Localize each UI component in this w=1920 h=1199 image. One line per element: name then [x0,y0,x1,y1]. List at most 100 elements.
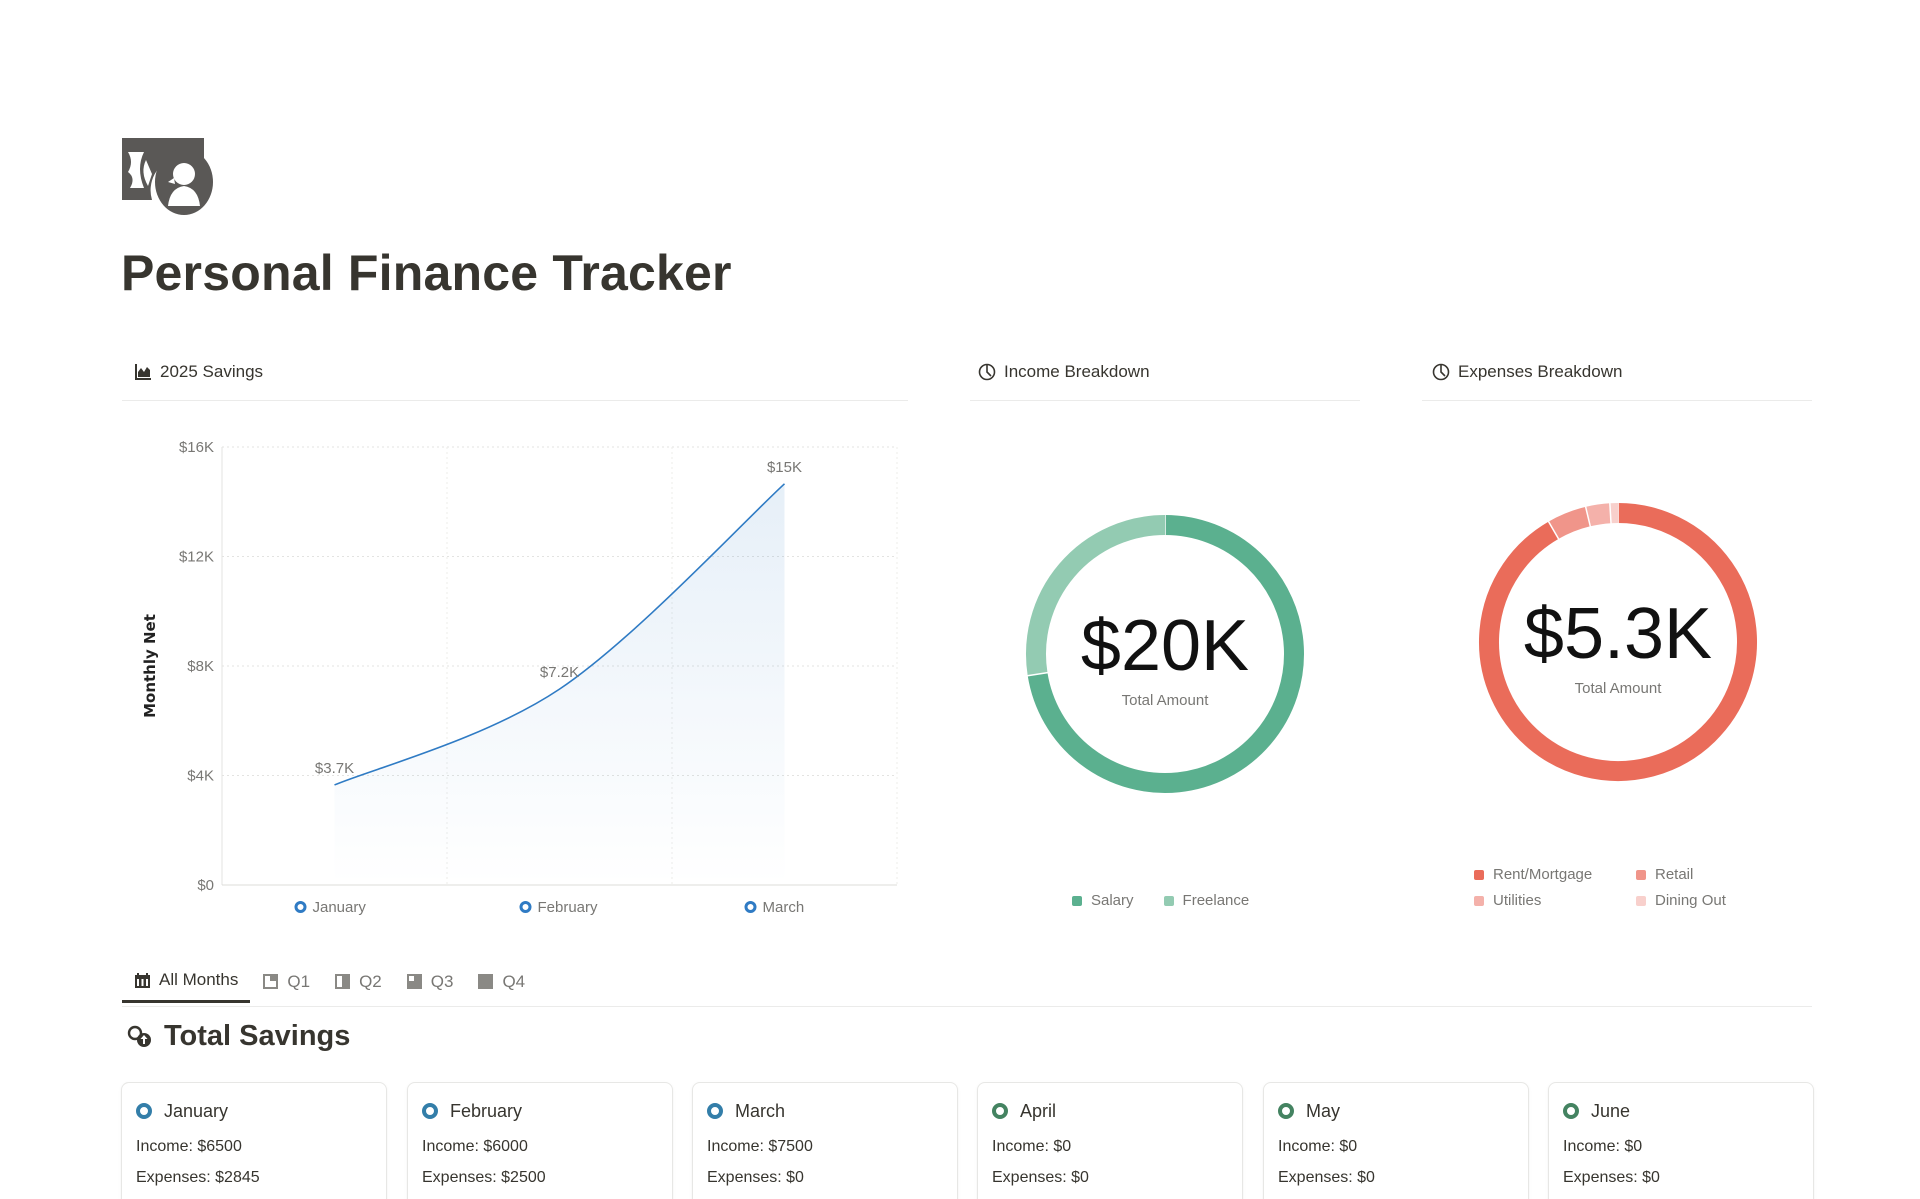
legend-label: Salary [1091,892,1134,909]
legend-item-rent-mortgage[interactable]: Rent/Mortgage [1474,866,1636,883]
legend-label: Dining Out [1655,892,1726,909]
x-tick-label: March [763,899,805,916]
expenses-total-label: Total Amount [1574,680,1662,697]
tab-q4[interactable]: Q4 [465,966,537,1003]
legend-swatch [1636,869,1646,880]
quarter-2-icon [335,974,351,989]
x-tick-label: February [538,899,599,916]
legend-item-dining-out[interactable]: Dining Out [1636,892,1786,909]
card-month: April [1020,1100,1057,1121]
tab-label: Q2 [359,971,382,991]
card-month: June [1591,1100,1631,1121]
legend-swatch [1072,895,1082,906]
card-expenses: Expenses: $0 [992,1169,1089,1186]
donut-slice[interactable] [1026,515,1166,676]
legend-item-freelance[interactable]: Freelance [1163,892,1250,909]
tab-q2[interactable]: Q2 [322,966,394,1003]
y-tick-label: $12K [179,549,214,566]
legend-label: Utilities [1493,892,1542,909]
area-chart-icon [135,364,151,380]
slice-separator [1547,520,1560,541]
status-ring-icon [1563,1103,1579,1119]
expenses-donut-chart [1479,502,1757,781]
donut-slice[interactable] [1027,515,1304,793]
tab-all-months[interactable]: All Months [122,966,251,1003]
legend-item-retail[interactable]: Retail [1636,866,1786,883]
legend-ring-icon [519,901,532,913]
card-title: February [422,1097,658,1125]
divider [970,400,1360,401]
card-month: February [450,1100,523,1121]
income-legend: Salary Freelance [1072,892,1249,909]
income-donut-chart [1026,514,1304,793]
expenses-total-value: $5.3K [1523,594,1713,674]
data-label: $7.2K [540,664,579,681]
status-ring-icon [992,1103,1008,1119]
y-tick-label: $0 [197,877,214,894]
card-expenses: Expenses: $0 [707,1169,804,1186]
area-fill [334,483,785,885]
y-axis-label: Monthly Net [141,614,159,718]
card-expenses: Expenses: $0 [1278,1169,1375,1186]
tab-label: Q1 [287,971,311,991]
tab-q1[interactable]: Q1 [250,966,322,1003]
card-expenses: Expenses: $0 [1563,1169,1660,1186]
income-total-label: Total Amount [1121,692,1209,709]
status-ring-icon [707,1103,723,1119]
legend-item-salary[interactable]: Salary [1072,892,1134,909]
card-expenses: Expenses: $2845 [136,1169,260,1186]
divider [122,400,908,401]
status-ring-icon [422,1103,438,1119]
money-bill-portrait-icon [122,138,213,215]
donut-slice[interactable] [1585,503,1612,527]
page-title: Personal Finance Tracker [121,245,732,301]
savings-chart-title: 2025 Savings [160,362,264,381]
total-savings-title: Total Savings [164,1020,351,1052]
y-tick-label: $16K [179,439,214,456]
legend-item-utilities[interactable]: Utilities [1474,892,1636,909]
slice-separator [1609,502,1612,525]
card-title: April [992,1097,1228,1125]
tab-q3[interactable]: Q3 [394,966,466,1003]
coins-exchange-icon [127,1025,151,1047]
x-tick-label: January [313,899,367,916]
tab-label: Q3 [430,971,454,991]
card-title: January [136,1097,372,1125]
card-income: Income: $0 [992,1138,1072,1155]
card-month: May [1306,1100,1341,1121]
savings-line-chart: $0 $4K $8K $12K $16K $3.7K January $7.2K Februar… [141,439,898,916]
legend-ring-icon [744,901,757,913]
card-income: Income: $6500 [136,1138,242,1155]
donut-slice[interactable] [1479,503,1757,781]
expenses-chart-title: Expenses Breakdown [1458,362,1623,381]
card-month: January [164,1100,229,1121]
total-savings-heading: Total Savings [126,1020,350,1053]
income-chart-title: Income Breakdown [1004,362,1150,381]
y-tick-label: $4K [187,768,214,785]
income-chart-header: Income Breakdown [978,362,1150,382]
legend-swatch [1163,895,1174,906]
expenses-center: $5.3K Total Amount [1478,598,1758,697]
data-label: $3.7K [315,760,354,777]
pie-chart-icon [978,363,996,381]
status-ring-icon [1278,1103,1294,1119]
card-income: Income: $0 [1563,1138,1643,1155]
view-tabs: All Months Q1 Q2 Q3 Q4 [122,966,537,1003]
donut-slice[interactable] [1548,506,1591,540]
card-income: Income: $6000 [422,1138,528,1155]
legend-label: Retail [1655,866,1694,883]
slice-separator [1584,505,1592,528]
legend-label: Freelance [1182,892,1250,909]
legend-swatch [1474,869,1484,880]
series-line [334,483,786,786]
status-ring-icon [136,1103,152,1119]
expenses-chart-header: Expenses Breakdown [1432,362,1622,382]
legend-swatch [1474,895,1484,906]
savings-chart-header: 2025 Savings [134,362,263,382]
